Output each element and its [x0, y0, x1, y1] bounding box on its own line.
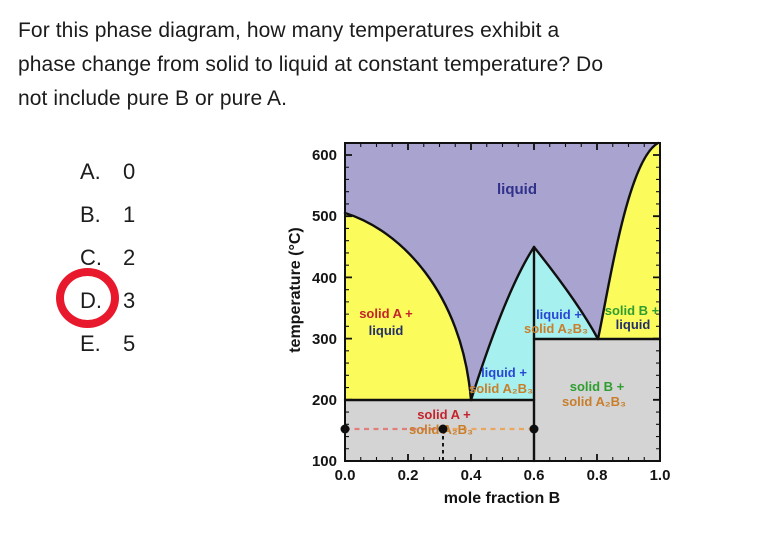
- question-line-2: phase change from solid to liquid at con…: [18, 53, 604, 76]
- option-c[interactable]: C. 2: [80, 236, 135, 279]
- x-tick-label: 0.2: [398, 467, 419, 484]
- option-value: 0: [123, 158, 136, 184]
- y-tick-label: 100: [312, 453, 337, 470]
- liquidus-A2B3-left-curve: [469, 245, 536, 402]
- y-tick-label: 500: [312, 208, 337, 225]
- option-letter: B.: [80, 201, 101, 227]
- region-label-liquid: liquid: [497, 181, 537, 198]
- major-ticks: [344, 143, 661, 462]
- region-liquid-plus-A2B3-left: [471, 247, 534, 400]
- region-label-liq-A2B3-right-1: liquid +: [536, 307, 582, 322]
- y-tick-label: 200: [312, 392, 337, 409]
- answer-circle-annotation: [56, 268, 119, 328]
- region-liquid: [345, 143, 658, 400]
- option-value: 5: [123, 330, 136, 356]
- tie-dot-A2B3: [529, 424, 539, 434]
- region-label-solidB-liquid-1: solid B +: [605, 303, 660, 318]
- x-tick-label: 0.4: [461, 467, 483, 484]
- region-label-solidB-A2B3-1: solid B +: [570, 379, 625, 394]
- x-tick-label: 0.6: [524, 467, 545, 484]
- option-value: 1: [123, 201, 136, 227]
- question-line-3: not include pure B or pure A.: [18, 87, 288, 110]
- region-solid-A-plus-liquid: [345, 213, 471, 400]
- option-a[interactable]: A. 0: [80, 150, 135, 193]
- option-letter: C.: [80, 244, 102, 270]
- answer-options: A. 0 B. 1 C. 2 D. 3 E. 5: [80, 150, 135, 365]
- liquidus-A2B3-right-curve: [532, 245, 600, 341]
- liquidus-B-curve: [596, 141, 660, 341]
- option-e[interactable]: E. 5: [80, 322, 135, 365]
- y-axis-title: temperature (°C): [287, 227, 304, 353]
- region-label-liq-A2B3-left-2: solid A₂B₃: [469, 381, 533, 396]
- region-liquid-plus-A2B3-right: [534, 247, 598, 339]
- region-label-solidA-A2B3-1: solid A +: [417, 407, 471, 422]
- option-value: 2: [123, 244, 136, 270]
- y-tick-label: 300: [312, 331, 337, 348]
- question-line-1: For this phase diagram, how many tempera…: [18, 19, 560, 42]
- region-label-solidB-A2B3-2: solid A₂B₃: [562, 394, 626, 409]
- region-label-liq-A2B3-left-1: liquid +: [481, 365, 527, 380]
- question-text: For this phase diagram, how many tempera…: [18, 14, 760, 116]
- option-letter: E.: [80, 330, 101, 356]
- region-label-liq-A2B3-right-2: solid A₂B₃: [524, 321, 588, 336]
- region-label-solidB-liquid-2: liquid: [616, 317, 651, 332]
- region-solid-B-plus-A2B3: [534, 339, 660, 461]
- x-tick-label: 0.8: [587, 467, 608, 484]
- phase-diagram: liquid solid A + liquid liquid + solid A…: [287, 141, 671, 507]
- option-letter: A.: [80, 158, 101, 184]
- x-tick-label: 1.0: [650, 467, 671, 484]
- region-label-solidA-liquid-2: liquid: [369, 323, 404, 338]
- y-tick-label: 400: [312, 270, 337, 287]
- option-b[interactable]: B. 1: [80, 193, 135, 236]
- region-label-solidA-liquid-1: solid A +: [359, 306, 413, 321]
- minor-ticks: [345, 143, 660, 461]
- tie-dot-overall-composition: [438, 424, 448, 434]
- x-axis-title: mole fraction B: [444, 490, 560, 507]
- liquidus-A-curve: [343, 211, 473, 402]
- region-solid-B-plus-liquid: [598, 143, 660, 339]
- x-tick-label: 0.0: [335, 467, 356, 484]
- y-tick-label: 600: [312, 147, 337, 164]
- option-value: 3: [123, 287, 136, 313]
